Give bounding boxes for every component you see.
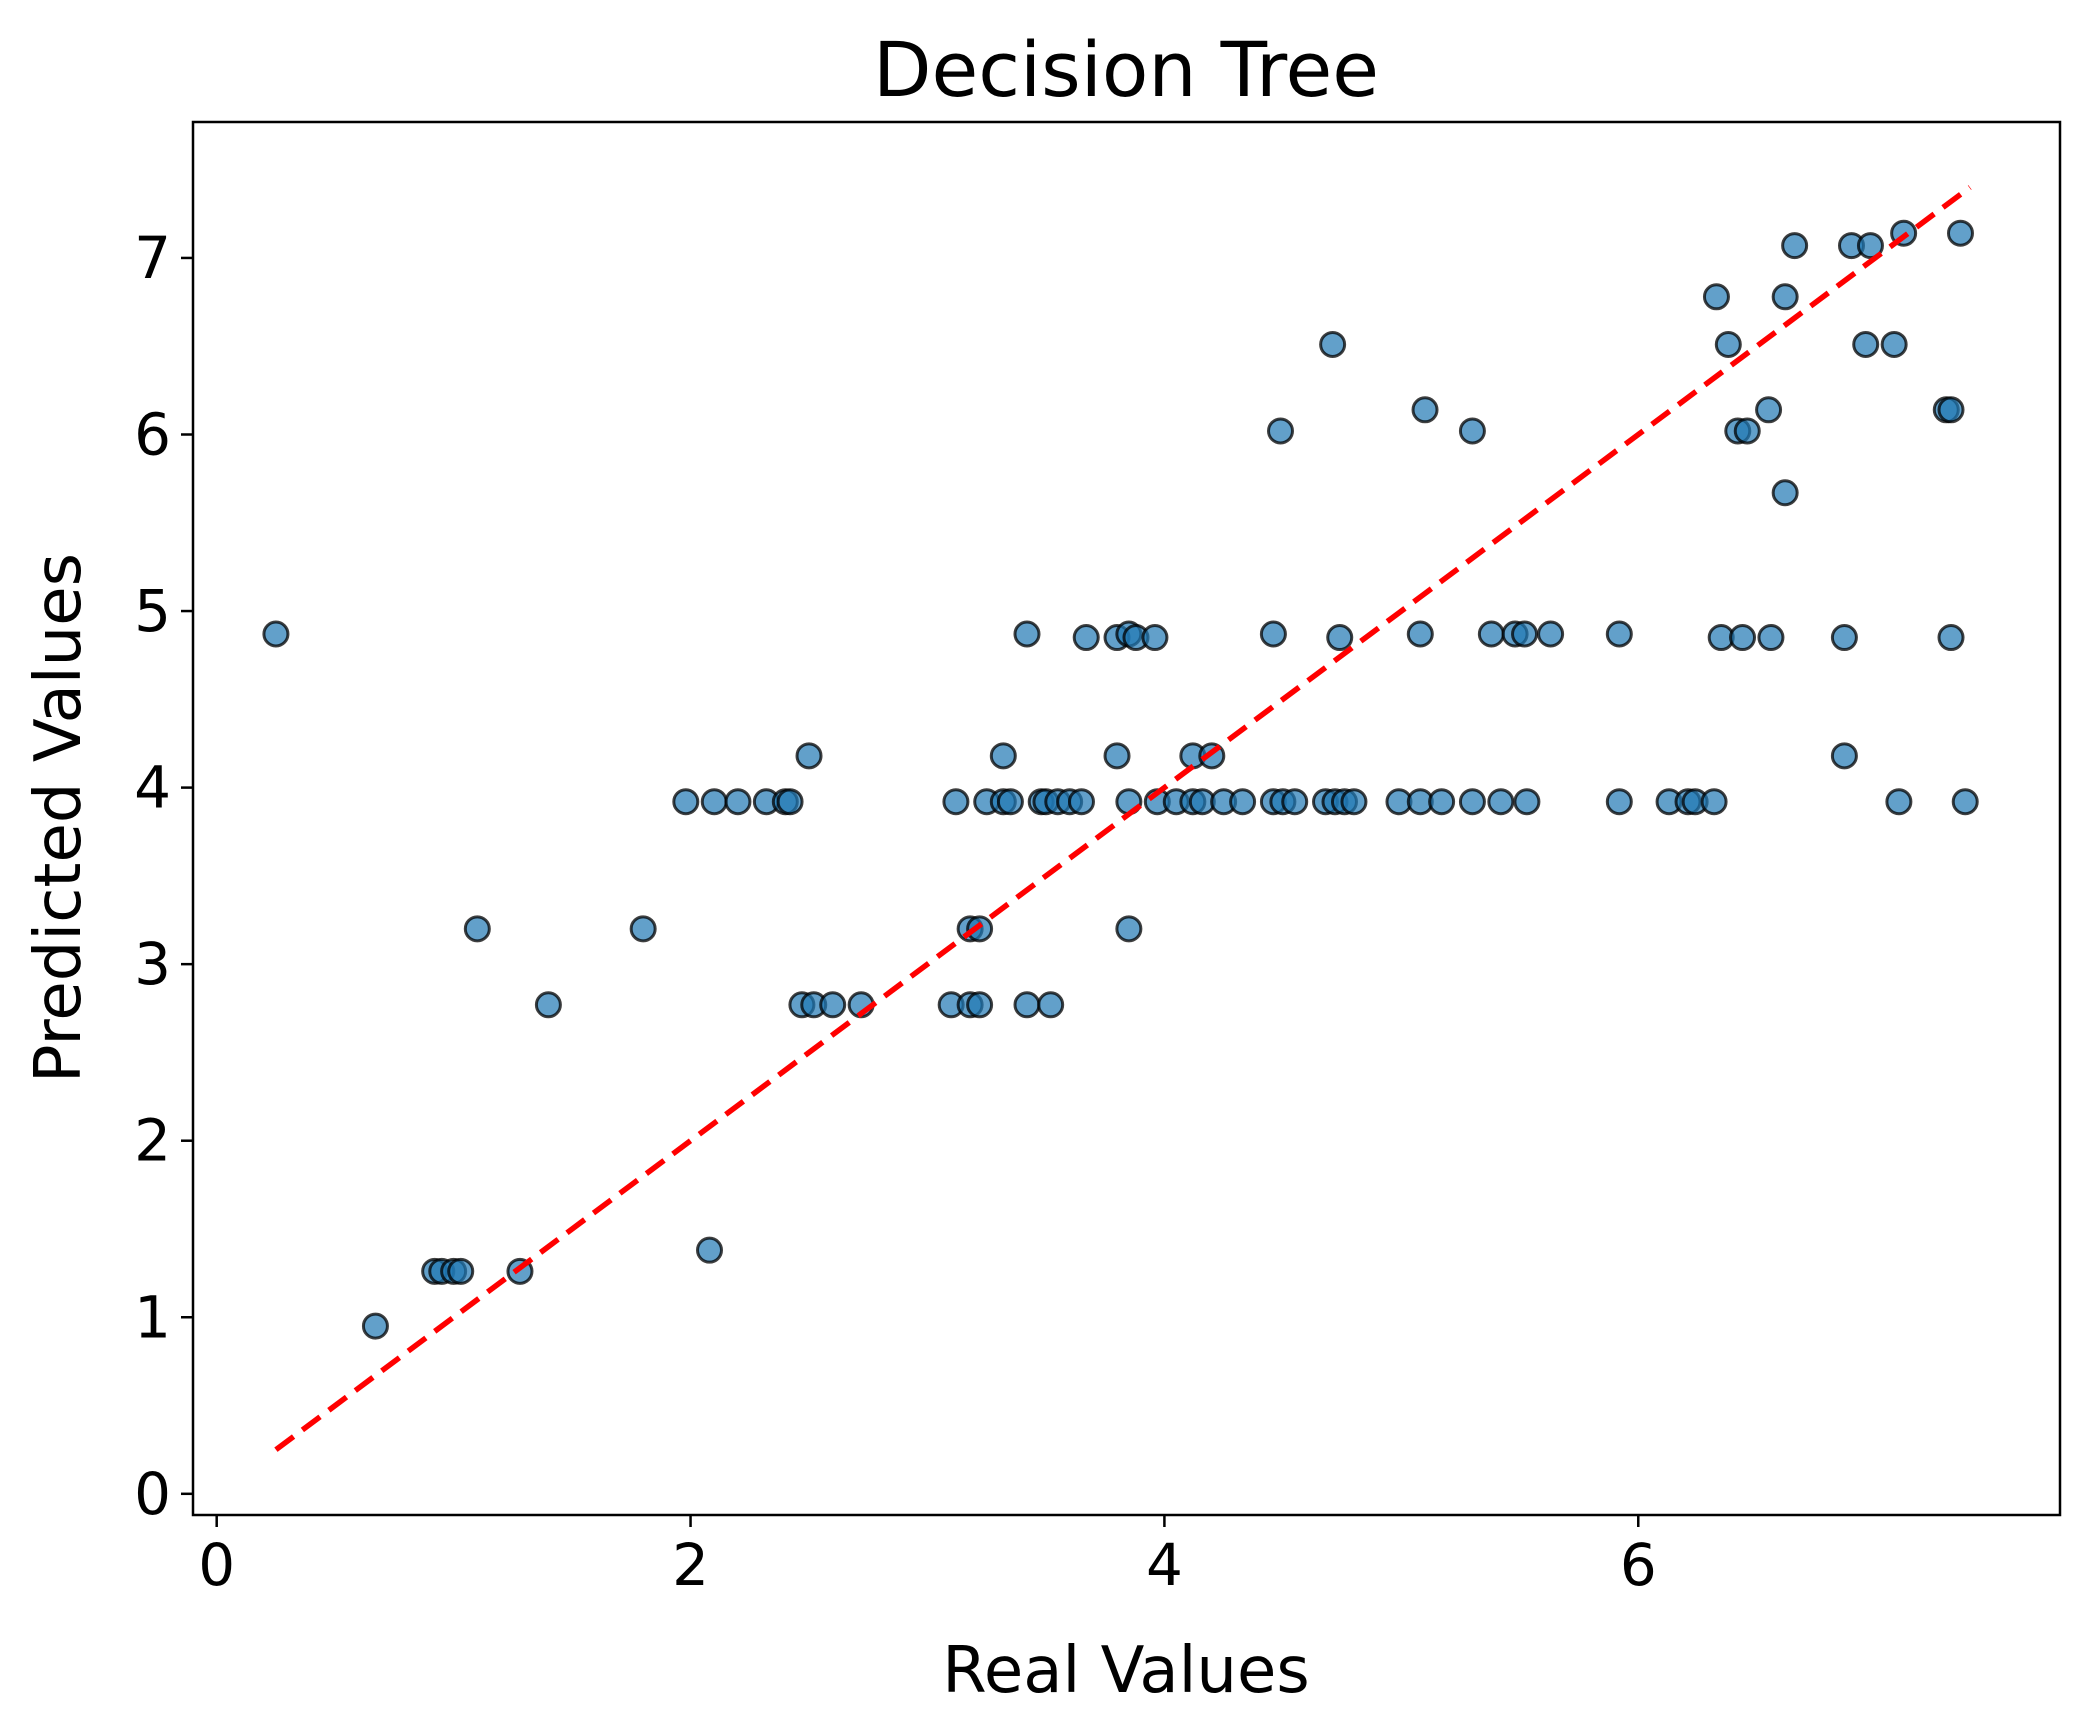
y-tick-label: 1: [134, 1283, 171, 1351]
data-point: [996, 788, 1024, 816]
plot-frame: [191, 120, 2062, 1517]
points-layer: [262, 219, 1979, 1340]
data-point: [1487, 788, 1515, 816]
data-point: [966, 991, 994, 1019]
data-point: [776, 788, 804, 816]
data-point: [1852, 330, 1880, 358]
data-point: [1037, 991, 1065, 1019]
reference-line: [274, 185, 1972, 1452]
data-point: [1771, 479, 1799, 507]
data-point: [1326, 624, 1354, 652]
data-point: [1458, 417, 1486, 445]
data-point: [1013, 620, 1041, 648]
data-point: [447, 1257, 475, 1285]
data-point: [672, 788, 700, 816]
data-point: [1115, 915, 1143, 943]
data-point: [1830, 624, 1858, 652]
data-point: [1513, 788, 1541, 816]
data-point: [795, 742, 823, 770]
data-point: [1072, 624, 1100, 652]
data-point: [534, 991, 562, 1019]
data-point: [1141, 624, 1169, 652]
data-point: [1733, 417, 1761, 445]
data-point: [1714, 330, 1742, 358]
data-point: [1458, 788, 1486, 816]
y-tick-label: 2: [134, 1107, 171, 1175]
ticks-layer: 0 2 4 6 0 1 2 3 4 5 6 7: [134, 224, 1657, 1599]
data-point: [1067, 788, 1095, 816]
data-point: [1605, 620, 1633, 648]
data-point: [1880, 330, 1908, 358]
data-point: [1229, 788, 1257, 816]
data-point: [1319, 330, 1347, 358]
data-point: [1700, 788, 1728, 816]
data-point: [942, 788, 970, 816]
y-tick-label: 3: [134, 930, 171, 998]
data-point: [1605, 788, 1633, 816]
chart-title: Decision Tree: [873, 25, 1379, 114]
data-point: [1937, 396, 1965, 424]
data-point: [1856, 232, 1884, 260]
y-tick-label: 7: [134, 224, 171, 292]
data-point: [463, 915, 491, 943]
data-point: [1428, 788, 1456, 816]
data-point: [1757, 624, 1785, 652]
data-point: [1885, 788, 1913, 816]
x-tick-label: 4: [1146, 1531, 1183, 1599]
data-point: [1771, 283, 1799, 311]
y-tick-label: 0: [134, 1460, 171, 1528]
data-point: [1411, 396, 1439, 424]
data-point: [1267, 417, 1295, 445]
data-point: [1477, 620, 1505, 648]
x-tick-label: 6: [1620, 1531, 1657, 1599]
data-point: [700, 788, 728, 816]
data-point: [1406, 620, 1434, 648]
line-layer: [274, 185, 1972, 1452]
data-point: [1830, 742, 1858, 770]
data-point: [1729, 624, 1757, 652]
data-point: [966, 915, 994, 943]
data-point: [629, 915, 657, 943]
y-tick-label: 4: [134, 754, 171, 822]
x-tick-label: 0: [198, 1531, 235, 1599]
data-point: [1013, 991, 1041, 1019]
data-point: [1755, 396, 1783, 424]
y-axis-label: Predicted Values: [22, 553, 96, 1083]
data-point: [1537, 620, 1565, 648]
data-point: [1103, 742, 1131, 770]
data-point: [1702, 283, 1730, 311]
data-point: [1951, 788, 1979, 816]
data-point: [1511, 620, 1539, 648]
y-tick-label: 5: [134, 577, 171, 645]
data-point: [724, 788, 752, 816]
data-point: [1937, 624, 1965, 652]
data-point: [989, 742, 1017, 770]
data-point: [1259, 620, 1287, 648]
y-tick-label: 6: [134, 400, 171, 468]
data-point: [262, 620, 290, 648]
data-point: [361, 1312, 389, 1340]
data-point: [1946, 219, 1974, 247]
data-point: [1281, 788, 1309, 816]
data-point: [1781, 232, 1809, 260]
data-point: [696, 1236, 724, 1264]
data-point: [1340, 788, 1368, 816]
data-point: [819, 991, 847, 1019]
x-tick-label: 2: [672, 1531, 709, 1599]
x-axis-label: Real Values: [942, 1634, 1309, 1708]
